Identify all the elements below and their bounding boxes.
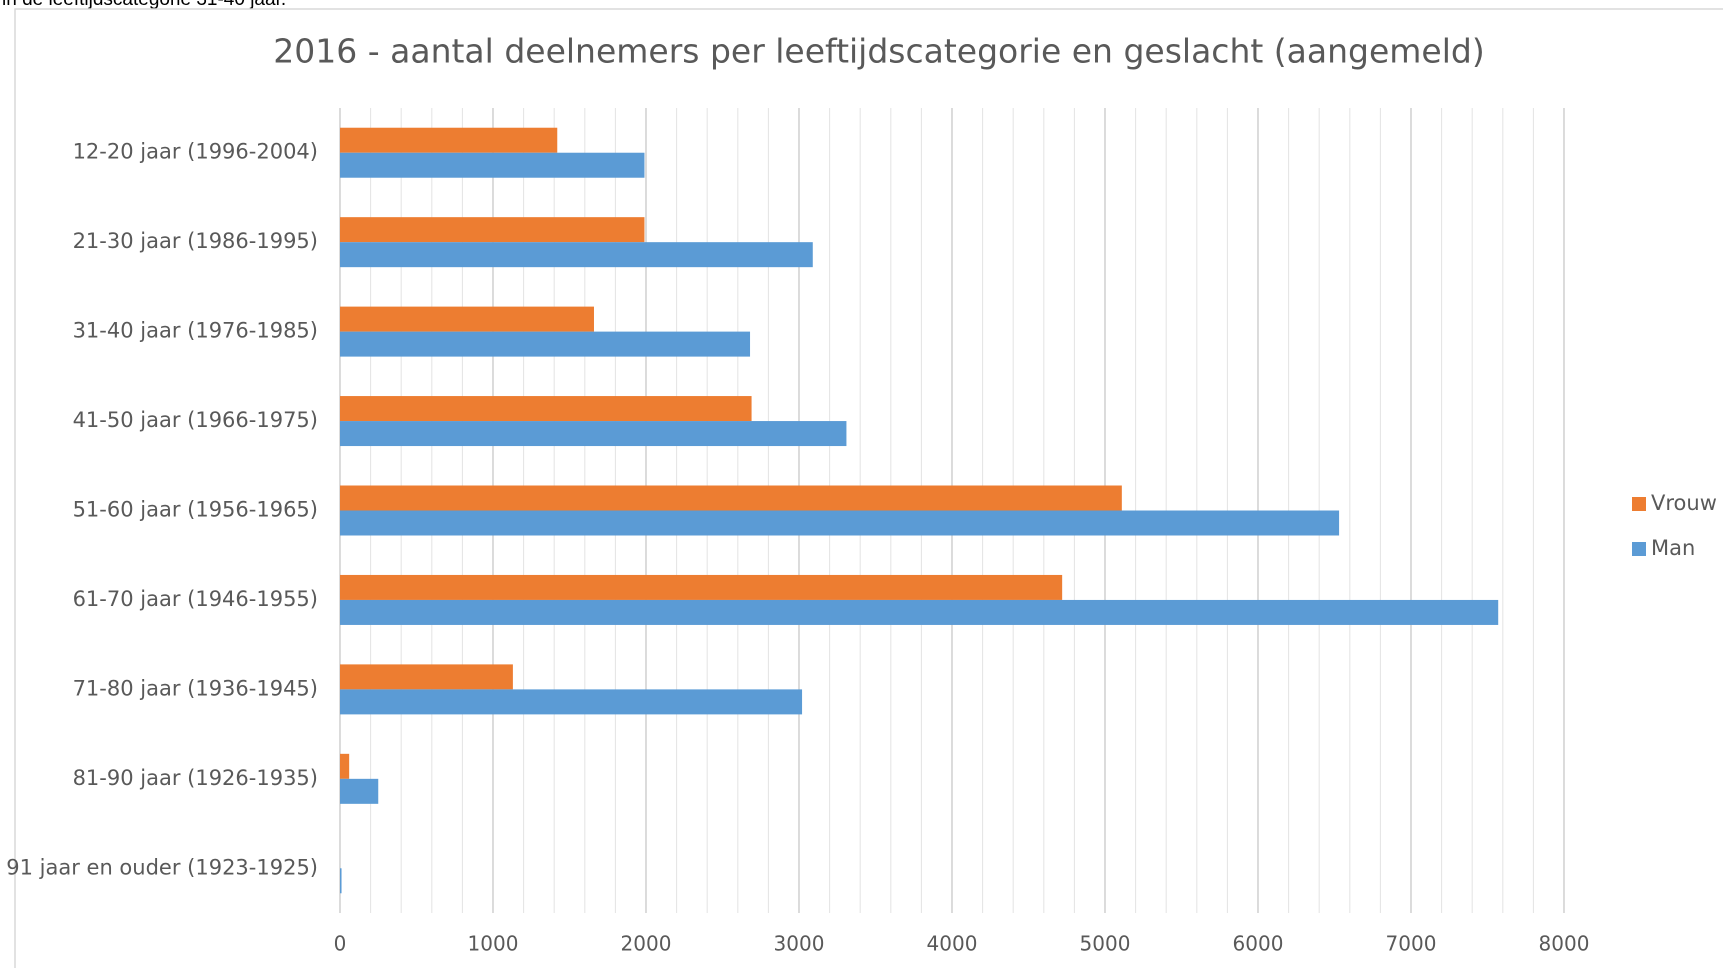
legend-label: Man [1651,536,1695,560]
chart-border [14,8,1723,968]
x-tick-label: 7000 [1386,932,1437,956]
x-tick-label: 3000 [774,932,825,956]
y-tick-label: 51-60 jaar (1956-1965) [73,498,318,522]
bar [340,689,803,715]
legend-swatch [1632,542,1646,556]
legend-swatch [1632,497,1646,511]
bar [340,331,751,357]
bar [340,396,752,422]
y-tick-label: 31-40 jaar (1976-1985) [73,319,318,343]
chart-title: 2016 - aantal deelnemers per leeftijdsca… [273,32,1484,71]
y-tick-label: 41-50 jaar (1966-1975) [73,408,318,432]
y-tick-label: 91 jaar en ouder (1923-1925) [6,855,318,879]
x-tick-label: 0 [334,932,347,956]
bar [340,574,1063,600]
legend-label: Vrouw [1651,491,1717,515]
bar [340,778,379,804]
bar [340,664,513,690]
bar [340,217,645,243]
x-tick-label: 5000 [1080,932,1131,956]
y-tick-label: 61-70 jaar (1946-1955) [73,587,318,611]
x-tick-label: 2000 [621,932,672,956]
bar [340,753,350,779]
x-tick-label: 6000 [1233,932,1284,956]
bar [340,242,813,268]
bar [340,599,1499,625]
bar [340,152,645,178]
bar [340,510,1340,536]
x-tick-label: 1000 [468,932,519,956]
caption: in de leeftijdscategorie 31-40 jaar. [2,0,286,10]
y-tick-label: 21-30 jaar (1986-1995) [73,229,318,253]
x-tick-label: 8000 [1539,932,1590,956]
y-tick-label: 12-20 jaar (1996-2004) [73,140,318,164]
y-tick-label: 81-90 jaar (1926-1935) [73,766,318,790]
y-tick-label: 71-80 jaar (1936-1945) [73,676,318,700]
bar [340,306,594,332]
bar [340,127,558,153]
x-tick-label: 4000 [927,932,978,956]
bar [340,421,847,447]
bar [340,485,1122,511]
bar [340,868,342,894]
